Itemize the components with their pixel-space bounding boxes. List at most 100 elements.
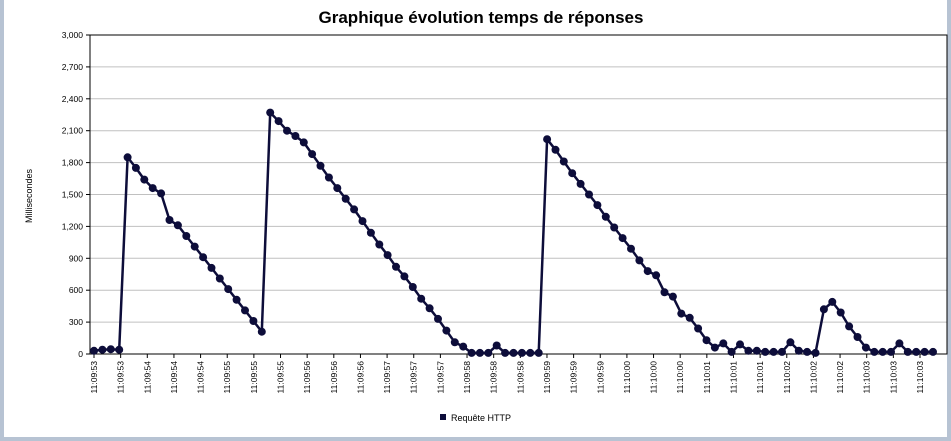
legend-label: Requête HTTP	[451, 413, 511, 423]
data-point	[660, 288, 669, 297]
data-point	[98, 345, 107, 354]
data-point	[845, 322, 854, 331]
data-point	[576, 179, 585, 188]
data-point	[274, 117, 283, 126]
x-tick-label: 11:10:00	[649, 361, 659, 394]
data-point	[341, 194, 350, 203]
data-point	[912, 347, 921, 356]
x-tick-label: 11:09:58	[462, 361, 472, 394]
legend: Requête HTTP	[440, 413, 511, 423]
data-point	[392, 262, 400, 271]
data-point	[442, 326, 451, 335]
x-tick-label: 11:10:02	[808, 361, 818, 394]
x-tick-label: 11:09:57	[382, 361, 392, 394]
data-point	[417, 294, 426, 303]
data-point	[652, 271, 661, 280]
data-point	[710, 343, 719, 352]
chart-title: Graphique évolution temps de réponses	[319, 8, 644, 27]
x-tick-label: 11:09:56	[302, 361, 312, 394]
data-point	[165, 216, 174, 224]
data-point	[283, 126, 291, 135]
data-point	[853, 333, 862, 341]
series-points	[90, 108, 937, 357]
data-point	[895, 339, 904, 348]
data-point	[316, 161, 325, 170]
y-tick-label: 1,800	[62, 158, 84, 168]
x-tick-label: 11:09:56	[329, 361, 339, 394]
data-point	[358, 217, 367, 226]
data-point	[123, 153, 132, 162]
y-tick-label: 300	[69, 317, 83, 327]
data-point	[140, 175, 149, 184]
data-point	[861, 343, 870, 352]
data-point	[501, 348, 510, 357]
x-tick-label: 11:10:03	[888, 361, 898, 394]
x-tick-label: 11:09:55	[249, 361, 259, 394]
data-point	[903, 347, 912, 356]
data-point	[694, 324, 703, 333]
data-point	[115, 345, 124, 354]
data-point	[484, 348, 493, 357]
data-point	[215, 274, 224, 283]
x-tick-label: 11:10:00	[622, 361, 632, 394]
x-tick-label: 11:09:56	[355, 361, 365, 394]
data-point	[190, 242, 199, 251]
x-tick-label: 11:10:02	[835, 361, 845, 394]
data-point	[811, 348, 820, 357]
data-point	[434, 314, 442, 323]
data-point	[199, 253, 208, 262]
data-point	[425, 304, 434, 313]
gridlines	[90, 66, 947, 323]
x-tick-label: 11:09:55	[276, 361, 286, 394]
data-point	[744, 346, 753, 355]
x-tick-label: 11:09:59	[542, 361, 552, 394]
x-tick-label: 11:09:58	[489, 361, 499, 394]
data-point	[526, 348, 535, 357]
data-point	[408, 283, 417, 291]
data-point	[794, 346, 803, 355]
data-point	[543, 135, 552, 144]
data-point	[492, 341, 501, 350]
y-axis-ticks: 0 300 600 900 1,200 1,500 1,800 2,100 2,400 2,700…	[62, 30, 90, 359]
data-point	[475, 348, 484, 357]
data-point	[635, 256, 644, 265]
data-point	[450, 338, 459, 347]
data-point	[333, 184, 342, 193]
data-point	[836, 308, 845, 317]
x-tick-label: 11:09:57	[435, 361, 445, 394]
data-point	[769, 347, 778, 356]
data-point	[266, 108, 275, 117]
data-point	[585, 190, 593, 199]
data-point	[157, 189, 166, 198]
x-tick-label: 11:09:53	[89, 361, 99, 394]
data-point	[920, 347, 929, 356]
response-time-chart: Graphique évolution temps de réponses Mi…	[24, 8, 948, 423]
legend-swatch	[440, 414, 446, 420]
data-point	[299, 138, 308, 147]
x-tick-label: 11:10:03	[862, 361, 872, 394]
x-axis-ticks: 11:09:53 11:09:53 11:09:54 11:09:54 11:09:54…	[89, 354, 925, 393]
x-tick-label: 11:10:00	[675, 361, 685, 394]
data-point	[241, 306, 249, 315]
data-point	[778, 347, 786, 356]
x-tick-label: 11:10:01	[702, 361, 712, 394]
data-point	[350, 205, 359, 214]
data-point	[90, 346, 98, 355]
series-line-requete-http	[93, 111, 933, 355]
data-point	[870, 347, 879, 356]
data-point	[610, 223, 619, 232]
data-point	[593, 201, 602, 210]
data-point	[702, 336, 711, 345]
y-tick-label: 1,500	[62, 190, 84, 200]
data-point	[182, 232, 191, 240]
data-point	[517, 348, 526, 357]
y-tick-label: 600	[69, 285, 83, 295]
data-point	[383, 251, 392, 260]
data-point	[568, 169, 577, 178]
x-tick-label: 11:09:59	[595, 361, 605, 394]
x-tick-label: 11:09:54	[169, 361, 179, 394]
data-point	[249, 317, 258, 325]
data-point	[257, 327, 266, 336]
y-tick-label: 1,200	[62, 221, 84, 231]
data-point	[803, 347, 812, 356]
